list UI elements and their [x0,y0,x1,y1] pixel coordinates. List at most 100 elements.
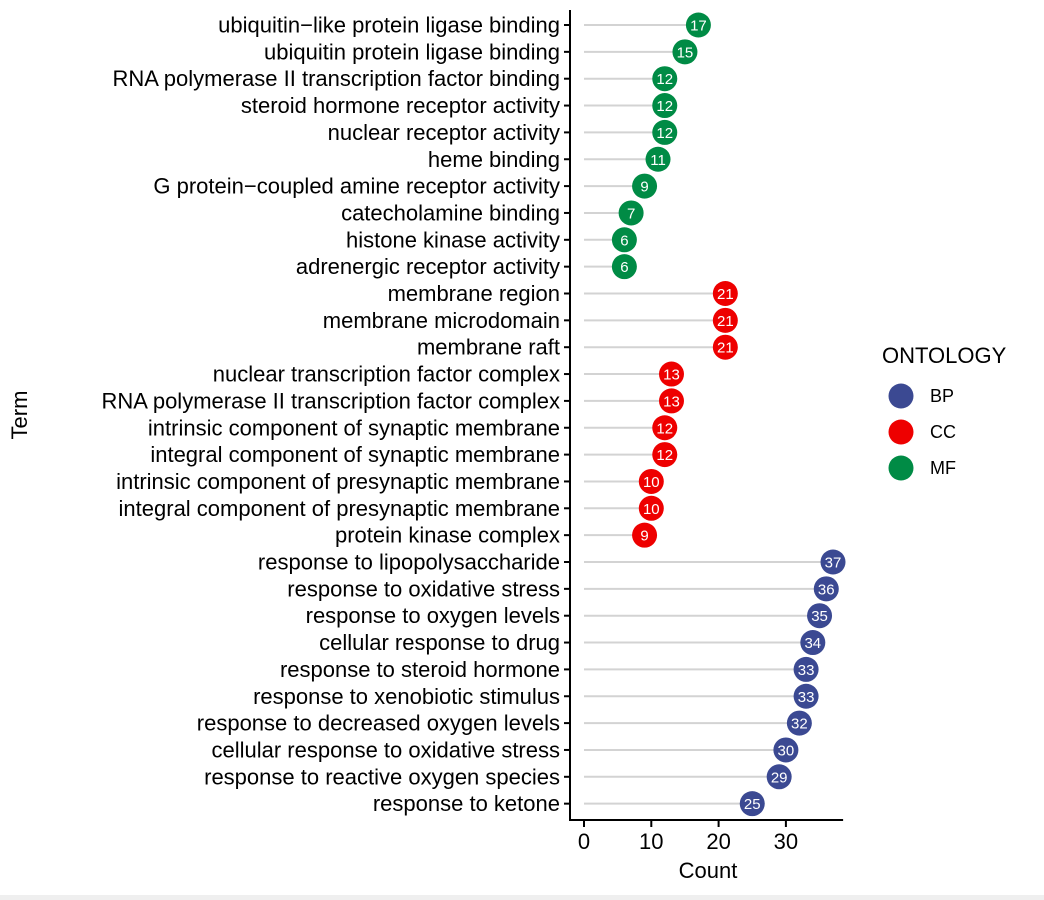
lollipop-dot [793,656,819,682]
y-tick-label: protein kinase complex [335,523,560,548]
lollipop-dot [638,495,664,521]
lollipop-dot [632,522,658,548]
data-label: 12 [656,447,673,464]
x-tick-label: 20 [706,829,730,854]
y-tick-label: histone kinase activity [346,227,560,252]
data-label: 12 [656,420,673,437]
lollipop-dot [658,361,684,387]
data-label: 6 [620,259,628,276]
y-tick-label: G protein−coupled amine receptor activit… [153,174,560,199]
data-label: 12 [656,125,673,142]
lollipop-dot [820,549,846,575]
legend-key-bp [888,383,914,409]
legend-key-cc [888,419,914,445]
y-tick-label: steroid hormone receptor activity [241,93,560,118]
data-label: 9 [640,179,648,196]
y-tick-label: heme binding [428,147,560,172]
lollipop-dot [800,630,826,656]
data-label: 34 [804,635,821,652]
data-label: 12 [656,98,673,115]
x-tick-label: 10 [639,829,663,854]
dot-layer: 1715121212119766212121131312121010937363… [611,12,846,817]
data-label: 35 [811,608,828,625]
lollipop-dot [793,683,819,709]
legend-title: ONTOLOGY [882,343,1007,368]
lollipop-dot [652,93,678,119]
data-label: 9 [640,528,648,545]
bottom-scroll-strip [0,895,1044,900]
y-tick-label: membrane microdomain [323,308,560,333]
y-tick-label: response to ketone [373,791,560,816]
data-label: 21 [717,313,734,330]
y-tick-label: RNA polymerase II transcription factor b… [112,66,560,91]
lollipop-dot [712,334,738,360]
lollipop-dot [611,254,637,280]
lollipop-dot [807,603,833,629]
y-tick-label: response to reactive oxygen species [204,764,560,789]
y-tick-label: response to steroid hormone [280,657,560,682]
stem-layer [584,24,834,805]
lollipop-dot [632,173,658,199]
data-label: 6 [620,232,628,249]
data-label: 30 [778,742,795,759]
data-label: 11 [650,152,666,169]
y-tick-label: response to lipopolysaccharide [258,550,560,575]
lollipop-dot [652,119,678,145]
y-tick-label: response to oxidative stress [287,576,560,601]
lollipop-dot [638,468,664,494]
axes-layer [569,10,844,821]
lollipop-dot [611,227,637,253]
lollipop-dot [652,415,678,441]
lollipop-dot [645,146,671,172]
y-tick-label: adrenergic receptor activity [296,254,560,279]
data-label: 17 [690,18,707,35]
lollipop-dot [712,281,738,306]
lollipop-dot [786,710,812,736]
y-tick-label: membrane region [388,281,560,306]
y-tick-label: nuclear transcription factor complex [213,362,560,387]
x-tick-label: 30 [774,829,798,854]
legend-key-mf [888,455,914,481]
data-label: 37 [825,555,842,572]
data-label: 7 [627,205,635,222]
y-tick-label: integral component of presynaptic membra… [119,496,560,521]
y-axis-title: Term [7,391,32,440]
data-label: 13 [663,393,680,410]
data-label: 15 [677,44,694,61]
data-label: 21 [717,340,734,357]
lollipop-dot [739,791,765,817]
x-tick-label: 0 [578,829,590,854]
y-tick-label: nuclear receptor activity [328,120,560,145]
y-tick-label: response to decreased oxygen levels [197,711,560,736]
legend-label-cc: CC [930,422,956,442]
y-tick-label: ubiquitin−like protein ligase binding [218,13,560,38]
lollipop-dot [813,576,839,602]
data-label: 12 [656,71,673,88]
lollipop-dot [773,737,799,763]
lollipop-dot [652,442,678,468]
y-tick-label: integral component of synaptic membrane [150,442,560,467]
data-label: 36 [818,581,835,598]
data-label: 33 [798,689,815,706]
y-tick-label: intrinsic component of synaptic membrane [148,415,560,440]
lollipop-dot [618,200,644,226]
lollipop-dot [766,764,792,790]
y-tick-label: response to oxygen levels [306,603,560,628]
data-label: 21 [717,286,734,303]
y-tick-label: RNA polymerase II transcription factor c… [101,388,560,413]
lollipop-dot [658,388,684,414]
y-tick-label: membrane raft [417,335,560,360]
data-label: 13 [663,367,680,384]
y-tick-label: intrinsic component of presynaptic membr… [116,469,560,494]
y-tick-label: response to xenobiotic stimulus [253,684,560,709]
legend: ONTOLOGY BP CC MF [882,343,1007,481]
y-tick-label: cellular response to drug [319,630,560,655]
y-tick-label: catecholamine binding [341,200,560,225]
x-axis-title: Count [679,858,738,883]
lollipop-dot [672,39,698,65]
x-tick-layer: 0 10 20 30 [578,820,798,854]
lollipop-dot [652,66,678,92]
data-label: 10 [643,501,660,518]
y-tick-label: cellular response to oxidative stress [212,737,561,762]
